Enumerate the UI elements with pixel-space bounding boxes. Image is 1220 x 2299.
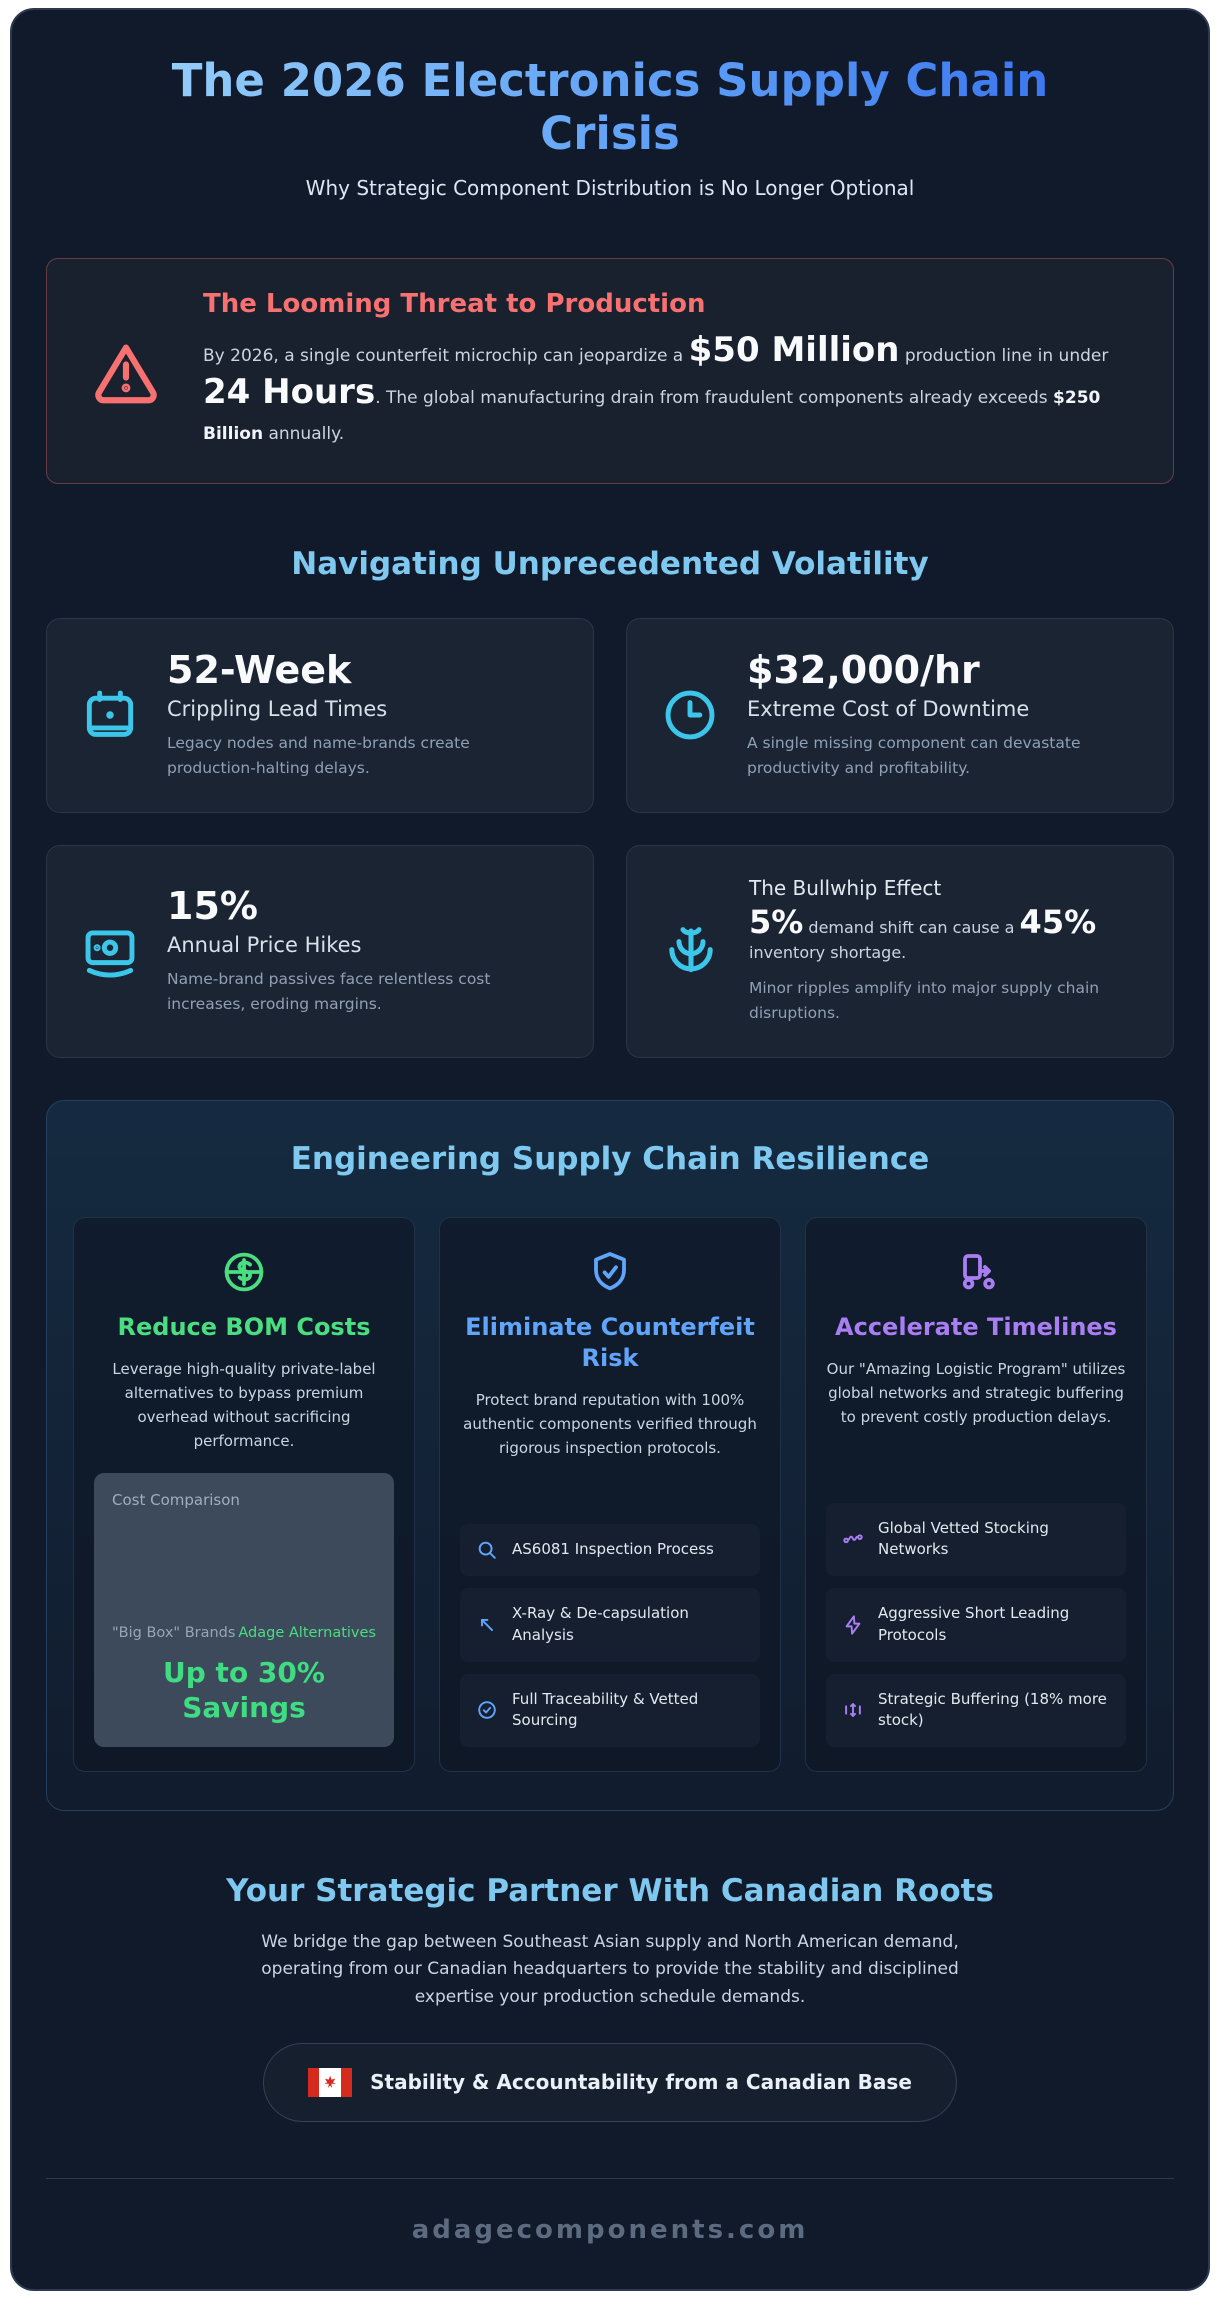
circle-dollar-icon <box>220 1248 268 1296</box>
stat-label: Crippling Lead Times <box>167 696 388 721</box>
bullwhip-text-mid: demand shift can cause a <box>803 917 1020 937</box>
cost-comparison-label: Cost Comparison <box>112 1491 240 1510</box>
footer-divider <box>46 2177 1174 2179</box>
stat-description: Legacy nodes and name-brands create prod… <box>167 733 470 778</box>
threat-stat-24-hours: 24 Hours <box>203 371 376 412</box>
cost-comparison-panel: Cost Comparison "Big Box" Brands Adage A… <box>94 1473 394 1748</box>
bullwhip-title: The Bullwhip Effect <box>749 875 942 900</box>
resilience-pillars: Reduce BOM Costs Leverage high-quality p… <box>73 1216 1147 1773</box>
stat-value: 15% <box>167 883 258 928</box>
feature-item-short-leading: Aggressive Short Leading Protocols <box>826 1588 1126 1662</box>
stat-card-bullwhip-effect: The Bullwhip Effect 5% demand shift can … <box>626 844 1174 1058</box>
footer-domain: adagecomponents.com <box>411 2214 809 2245</box>
threat-title: The Looming Threat to Production <box>203 289 706 320</box>
canada-flag-icon <box>308 2067 353 2097</box>
feature-text: Global Vetted Stocking Networks <box>878 1518 1049 1559</box>
feature-item-as6081: AS6081 Inspection Process <box>460 1524 760 1577</box>
bullwhip-statement: 5% demand shift can cause a 45% inventor… <box>749 906 1141 966</box>
bullwhip-text-tail: inventory shortage. <box>749 943 907 963</box>
resilience-heading: Engineering Supply Chain Resilience <box>290 1140 930 1177</box>
pillar-text: Our "Amazing Logistic Program" utilizes … <box>826 1360 1126 1427</box>
banknote-icon <box>79 920 141 982</box>
pillar-title: Accelerate Timelines <box>835 1312 1117 1341</box>
savings-callout: Up to 30% Savings <box>163 1656 325 1725</box>
zap-icon <box>842 1614 864 1636</box>
pillar-title: Reduce BOM Costs <box>117 1312 371 1341</box>
pillar-text: Protect brand reputation with 100% authe… <box>463 1391 757 1458</box>
check-circle-icon <box>476 1699 498 1721</box>
badge-label: Stability & Accountability from a Canadi… <box>370 2070 912 2095</box>
legend-big-box-brands: "Big Box" Brands <box>112 1625 236 1642</box>
search-icon <box>476 1539 498 1561</box>
resilience-section: Engineering Supply Chain Resilience Redu… <box>46 1099 1174 1812</box>
pillar-reduce-bom-costs: Reduce BOM Costs Leverage high-quality p… <box>73 1216 415 1773</box>
stat-value: 52-Week <box>167 647 352 692</box>
clock-icon <box>659 684 721 746</box>
infographic-page: The 2026 Electronics Supply Chain Crisis… <box>10 8 1210 2291</box>
stat-card-downtime-cost: $32,000/hr Extreme Cost of Downtime A si… <box>626 617 1174 813</box>
stat-label: Extreme Cost of Downtime <box>747 696 1030 721</box>
feature-item-strategic-buffering: Strategic Buffering (18% more stock) <box>826 1673 1126 1748</box>
stat-card-lead-times: 52-Week Crippling Lead Times Legacy node… <box>46 617 594 813</box>
feature-text: Aggressive Short Leading Protocols <box>878 1604 1070 1644</box>
partner-paragraph: We bridge the gap between Southeast Asia… <box>261 1932 959 2007</box>
pillar-eliminate-counterfeit-risk: Eliminate Counterfeit Risk Protect brand… <box>439 1216 781 1773</box>
route-icon <box>842 1528 864 1550</box>
legend-adage-alternatives: Adage Alternatives <box>238 1625 376 1642</box>
buffer-icon <box>842 1699 864 1721</box>
maple-leaf-icon <box>324 2075 336 2089</box>
stat-card-price-hikes: 15% Annual Price Hikes Name-brand passiv… <box>46 844 594 1058</box>
volatility-grid: 52-Week Crippling Lead Times Legacy node… <box>46 617 1174 1058</box>
alert-triangle-icon <box>87 332 165 410</box>
feature-item-xray: X-Ray & De-capsulation Analysis <box>460 1588 760 1662</box>
stat-description: Name-brand passives face relentless cost… <box>167 969 491 1014</box>
pillar-title: Eliminate Counterfeit Risk <box>465 1312 755 1373</box>
partner-heading: Your Strategic Partner With Canadian Roo… <box>226 1873 994 1910</box>
threat-text-pre: By 2026, a single counterfeit microchip … <box>203 346 689 367</box>
stat-description: Minor ripples amplify into major supply … <box>749 978 1100 1023</box>
timeline-feature-list: Global Vetted Stocking Networks Aggressi… <box>826 1502 1126 1748</box>
feature-text: X-Ray & De-capsulation Analysis <box>512 1604 689 1644</box>
threat-stat-250-billion: $250 Billion <box>203 387 1101 445</box>
threat-stat-50-million: $50 Million <box>688 330 900 371</box>
page-title: The 2026 Electronics Supply Chain Crisis <box>160 54 1060 160</box>
stat-value: $32,000/hr <box>747 647 980 692</box>
truck-arrow-icon <box>952 1248 1000 1296</box>
threat-callout-box: The Looming Threat to Production By 2026… <box>46 258 1174 484</box>
bullwhip-stat-5: 5% <box>749 902 804 941</box>
counterfeit-feature-list: AS6081 Inspection Process X-Ray & De-cap… <box>460 1524 760 1748</box>
threat-content: The Looming Threat to Production By 2026… <box>203 289 1133 453</box>
page-subtitle: Why Strategic Component Distribution is … <box>305 176 915 201</box>
threat-text-mid2: . The global manufacturing drain from fr… <box>375 387 1054 408</box>
bullwhip-icon <box>659 919 723 983</box>
canadian-base-badge: Stability & Accountability from a Canadi… <box>263 2042 957 2122</box>
feature-item-stocking-networks: Global Vetted Stocking Networks <box>826 1502 1126 1577</box>
shield-check-icon <box>586 1248 634 1296</box>
threat-paragraph: By 2026, a single counterfeit microchip … <box>203 333 1133 453</box>
pillar-accelerate-timelines: Accelerate Timelines Our "Amazing Logist… <box>805 1216 1147 1773</box>
volatility-heading: Navigating Unprecedented Volatility <box>291 545 929 582</box>
calendar-icon <box>79 684 141 746</box>
stat-description: A single missing component can devastate… <box>747 733 1081 778</box>
feature-text: AS6081 Inspection Process <box>512 1540 714 1559</box>
feature-text: Full Traceability & Vetted Sourcing <box>512 1689 699 1730</box>
feature-text: Strategic Buffering (18% more stock) <box>878 1689 1107 1730</box>
feature-item-traceability: Full Traceability & Vetted Sourcing <box>460 1673 760 1748</box>
threat-text-post: annually. <box>263 424 345 445</box>
bullwhip-stat-45: 45% <box>1019 902 1097 941</box>
threat-text-mid1: production line in under <box>899 346 1109 367</box>
stat-label: Annual Price Hikes <box>167 932 362 957</box>
x-ray-icon <box>476 1614 498 1636</box>
cost-comparison-legend: "Big Box" Brands Adage Alternatives <box>112 1625 376 1641</box>
pillar-text: Leverage high-quality private-label alte… <box>112 1360 376 1451</box>
